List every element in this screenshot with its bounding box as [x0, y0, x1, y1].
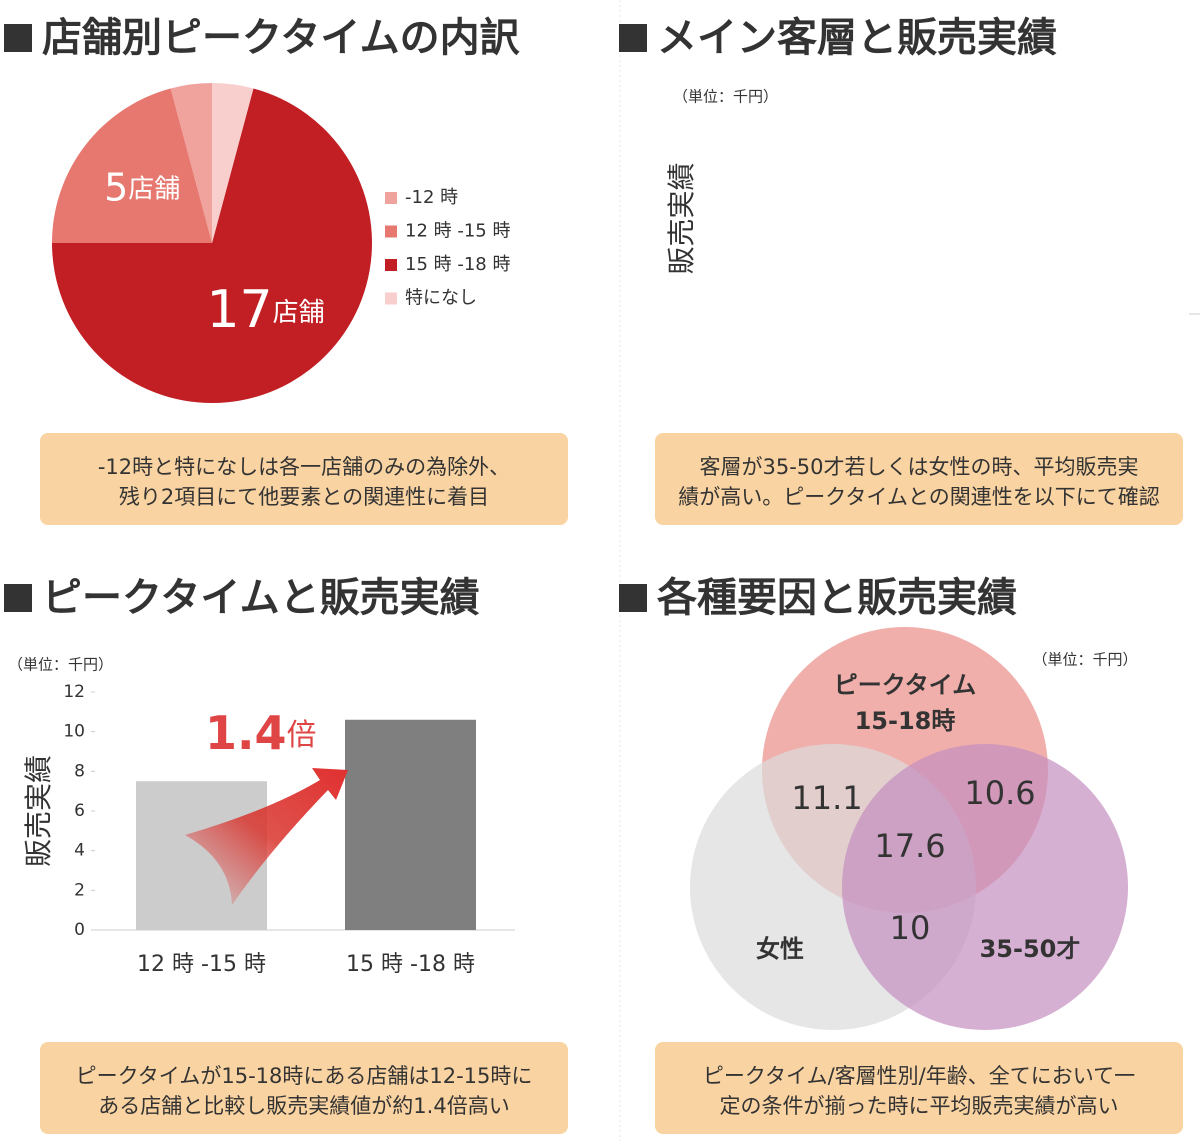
set-label: 女性	[756, 935, 804, 963]
slice-value: 5	[104, 165, 128, 209]
note-text: -12時と特になしは各一店舗のみの為除外、	[98, 455, 510, 479]
legend-swatch	[385, 192, 397, 204]
bar	[345, 719, 476, 930]
unit-label: （単位：千円）	[1032, 651, 1137, 669]
note-box	[655, 433, 1183, 525]
y-tick-label: 2	[74, 880, 85, 900]
y-axis-label: 販売実績	[665, 162, 698, 274]
note-box	[655, 1042, 1183, 1134]
slice-unit: 店舗	[128, 174, 180, 204]
region-value: 10.6	[964, 774, 1035, 812]
y-tick-label: 12	[63, 682, 85, 702]
note-text: 客層が35-50才若しくは女性の時、平均販売実	[699, 455, 1138, 479]
set-label: ピークタイム	[834, 671, 977, 699]
y-tick-label: 6	[74, 801, 85, 821]
region-value: 17.6	[874, 827, 945, 865]
pie-slice	[170, 83, 212, 243]
legend-swatch	[385, 259, 397, 271]
legend-swatch	[385, 225, 397, 238]
note-text: 績が高い。ピークタイムとの関連性を以下にて確認	[678, 485, 1160, 509]
panel-title: 各種要因と販売実績	[657, 575, 1017, 621]
slice-label: 17店舗	[206, 280, 324, 340]
note-text: 定の条件が揃った時に平均販売実績が高い	[720, 1094, 1119, 1118]
legend-label: 特になし	[405, 288, 477, 309]
y-tick-label: 10	[63, 722, 85, 742]
slice-value: 17	[206, 280, 272, 340]
slice-unit: 店舗	[273, 297, 325, 327]
pie-slice	[52, 88, 372, 403]
y-tick-label: 0	[74, 920, 85, 940]
y-tick-label: 4	[74, 841, 85, 861]
title-square	[4, 24, 32, 52]
venn-circle	[842, 744, 1128, 1030]
legend-label: 15 時 -18 時	[405, 254, 510, 275]
pie-slice	[212, 83, 254, 243]
title-square	[619, 584, 647, 612]
note-text: ピークタイムが15-18時にある店舗は12-15時に	[76, 1064, 533, 1088]
annotation-value: 1.4	[205, 706, 287, 760]
note-text: 残り2項目にて他要素との関連性に着目	[119, 485, 489, 509]
pie-slice	[52, 88, 212, 243]
panel-title: メイン客層と販売実績	[657, 15, 1057, 61]
x-tick-label: 15 時 -18 時	[346, 952, 475, 977]
x-tick-label: 12 時 -15 時	[137, 952, 266, 977]
legend-label: -12 時	[405, 187, 458, 208]
region-value: 10	[890, 909, 931, 947]
set-label: 15-18時	[855, 707, 956, 735]
unit-label: （単位：千円）	[8, 656, 113, 674]
title-square	[4, 584, 32, 612]
note-box	[40, 433, 568, 525]
panel-title: ピークタイムと販売実績	[42, 575, 480, 621]
y-axis-label: 販売実績	[22, 755, 55, 867]
region-value: 11.1	[791, 779, 862, 817]
note-text: ある店舗と比較し販売実績値が約1.4倍高い	[98, 1094, 509, 1118]
title-square	[619, 24, 647, 52]
annotation-unit: 倍	[287, 718, 317, 753]
set-label: 35-50才	[980, 935, 1081, 963]
unit-label: （単位：千円）	[673, 88, 778, 106]
legend-swatch	[385, 292, 397, 305]
legend-label: 12 時 -15 時	[405, 221, 510, 242]
trend-arrow	[185, 768, 348, 905]
panel-title: 店舗別ピークタイムの内訳	[42, 15, 521, 61]
note-text: ピークタイム/客層性別/年齢、全てにおいて一	[703, 1064, 1135, 1088]
annotation: 1.4倍	[205, 706, 317, 760]
y-tick-label: 8	[74, 761, 85, 781]
slice-label: 5店舗	[104, 165, 180, 209]
note-box	[40, 1042, 568, 1134]
